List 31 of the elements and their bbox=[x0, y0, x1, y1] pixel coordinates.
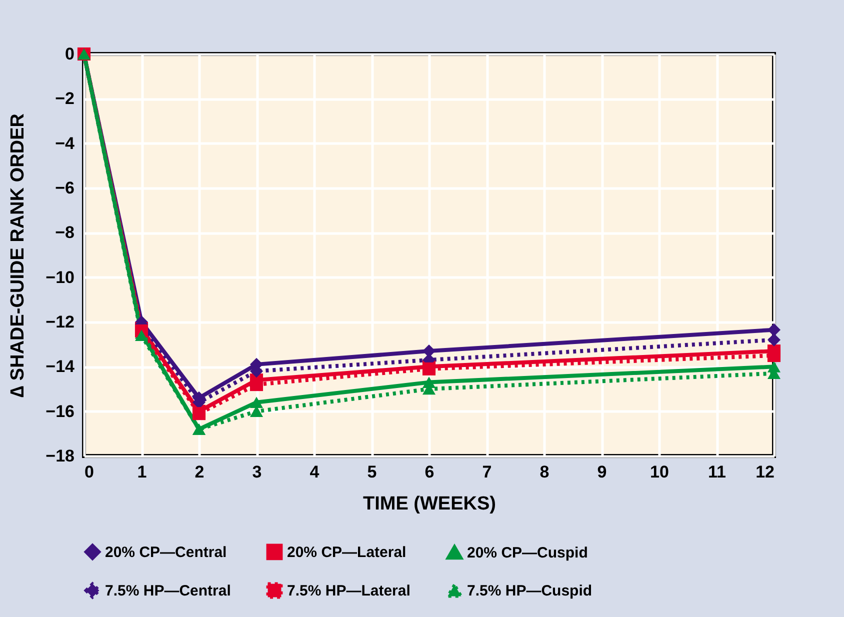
x-tick-label: 10 bbox=[650, 462, 669, 482]
legend-label: 7.5% HP—Cuspid bbox=[467, 582, 592, 600]
x-tick-label: 8 bbox=[540, 462, 550, 482]
x-tick-label: 9 bbox=[597, 462, 607, 482]
y-tick-label: −2 bbox=[55, 89, 74, 108]
x-axis-title: TIME (WEEKS) bbox=[363, 494, 496, 514]
y-tick-label: −16 bbox=[46, 402, 74, 421]
y-tick-label: −4 bbox=[55, 134, 76, 153]
x-tick-label: 0 bbox=[84, 462, 94, 482]
legend-label: 7.5% HP—Lateral bbox=[287, 582, 410, 600]
legend-label: 7.5% HP—Central bbox=[105, 582, 231, 600]
x-tick-label: 12 bbox=[756, 462, 774, 482]
x-tick-label: 6 bbox=[424, 462, 434, 482]
y-tick-label: −18 bbox=[46, 446, 74, 466]
y-tick-label: −8 bbox=[55, 223, 74, 242]
y-tick-label: −10 bbox=[46, 268, 74, 287]
y-tick-label: −12 bbox=[46, 312, 74, 332]
x-tick-label: 7 bbox=[482, 462, 492, 482]
y-tick-label: −6 bbox=[55, 178, 74, 198]
x-tick-label: 5 bbox=[367, 462, 377, 482]
x-tick-label: 2 bbox=[194, 462, 204, 482]
x-tick-label: 11 bbox=[708, 462, 726, 482]
legend-label: 20% CP—Central bbox=[105, 544, 227, 561]
y-tick-label: 0 bbox=[65, 44, 74, 64]
y-tick-label: −14 bbox=[46, 357, 76, 376]
x-tick-label: 3 bbox=[252, 462, 262, 482]
legend-label: 20% CP—Cuspid bbox=[467, 544, 588, 562]
x-tick-label: 4 bbox=[310, 462, 320, 482]
legend-label: 20% CP—Lateral bbox=[287, 544, 406, 561]
y-axis-title: ∆ SHADE-GUIDE RANK ORDER bbox=[8, 113, 29, 398]
x-tick-label: 1 bbox=[137, 462, 147, 482]
